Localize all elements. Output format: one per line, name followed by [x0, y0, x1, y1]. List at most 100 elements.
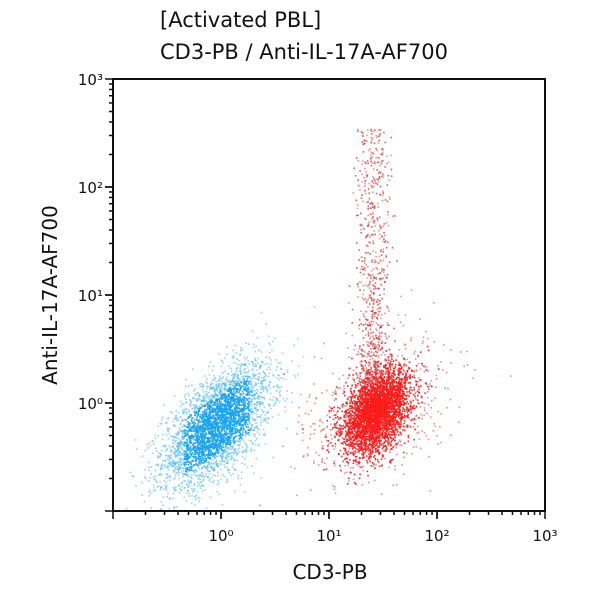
event-dot [211, 434, 214, 436]
event-dot [249, 427, 252, 430]
event-dot [216, 426, 219, 428]
event-dot [203, 385, 205, 387]
event-dot [224, 397, 226, 399]
event-dot [417, 362, 420, 365]
event-dot [258, 398, 261, 401]
event-dot [261, 360, 263, 362]
event-dot [151, 440, 153, 443]
event-dot [217, 465, 219, 468]
event-dot [226, 428, 228, 430]
event-dot [248, 416, 251, 418]
event-dot [264, 376, 266, 378]
event-dot [378, 445, 380, 447]
event-dot [273, 385, 276, 388]
event-dot [226, 417, 228, 419]
event-dot [236, 453, 239, 456]
event-dot [221, 455, 223, 458]
event-dot [381, 426, 384, 428]
event-dot [206, 429, 209, 431]
event-dot [223, 395, 226, 397]
event-dot [290, 360, 293, 362]
event-dot [376, 397, 378, 400]
event-dot [188, 409, 190, 412]
event-dot [201, 436, 203, 439]
event-dot [302, 356, 305, 358]
event-dot [268, 385, 270, 387]
event-dot [251, 377, 254, 380]
event-dot [199, 427, 201, 429]
event-dot [204, 428, 206, 430]
event-dot [371, 449, 374, 451]
event-dot [172, 420, 174, 423]
event-dot [215, 384, 217, 387]
event-dot [224, 456, 226, 459]
event-dot [208, 450, 211, 453]
event-dot [348, 477, 350, 479]
event-dot [390, 437, 393, 439]
event-dot [237, 429, 240, 431]
event-dot [211, 407, 214, 409]
event-dot [205, 380, 207, 383]
event-dot [195, 437, 198, 439]
event-dot [332, 418, 334, 421]
event-dot [394, 427, 397, 430]
event-dot [328, 411, 331, 414]
event-dot [237, 396, 239, 399]
event-dot [248, 413, 251, 416]
event-dot [181, 403, 183, 406]
event-dot [193, 438, 195, 441]
event-dot [206, 441, 209, 444]
event-dot [258, 376, 260, 379]
event-dot [152, 440, 154, 442]
event-dot [205, 393, 207, 396]
event-dot [196, 470, 199, 473]
event-dot [189, 405, 192, 407]
event-dot [348, 421, 351, 424]
event-dot [192, 421, 195, 423]
event-dot [214, 426, 217, 429]
event-dot [241, 376, 243, 378]
event-dot [439, 426, 441, 428]
event-dot [425, 330, 427, 333]
event-dot [212, 468, 215, 470]
event-dot [168, 427, 171, 430]
event-dot [414, 395, 416, 398]
event-dot [242, 402, 245, 404]
event-dot [366, 437, 368, 440]
event-dot [230, 402, 232, 404]
event-dot [203, 422, 206, 424]
event-dot [223, 460, 225, 463]
event-dot [223, 387, 226, 389]
event-dot [347, 419, 350, 421]
event-dot [387, 423, 389, 426]
event-dot [236, 367, 239, 369]
event-dot [223, 405, 226, 407]
event-dot [421, 362, 423, 365]
event-dot [253, 418, 256, 420]
event-dot [262, 411, 264, 413]
event-dot [182, 462, 184, 464]
event-dot [402, 424, 405, 427]
event-dot [211, 447, 214, 449]
event-dot [190, 465, 192, 468]
event-dot [203, 437, 206, 439]
event-dot [356, 431, 359, 434]
event-dot [228, 469, 231, 471]
event-dot [382, 396, 384, 399]
event-dot [165, 433, 168, 436]
event-dot [189, 453, 192, 455]
event-dot [182, 473, 184, 476]
event-dot [228, 422, 230, 424]
event-dot [215, 406, 218, 408]
event-dot [159, 422, 161, 425]
event-dot [230, 413, 232, 415]
event-dot [210, 400, 213, 403]
event-dot [409, 405, 411, 408]
event-dot [260, 403, 262, 406]
event-dot [309, 394, 311, 396]
event-dot [250, 413, 253, 415]
event-dot [226, 401, 228, 403]
event-dot [228, 384, 231, 386]
event-dot [404, 383, 407, 386]
event-dot [205, 424, 207, 427]
